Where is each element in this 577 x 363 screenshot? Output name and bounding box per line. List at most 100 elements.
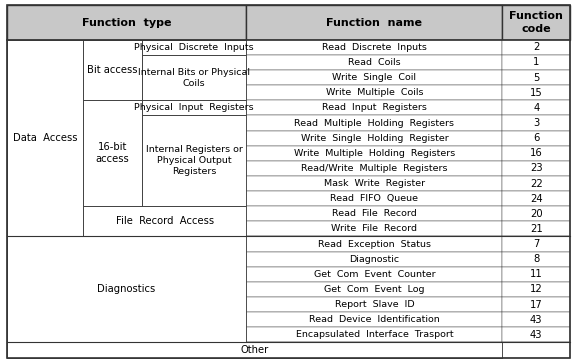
Text: 23: 23 xyxy=(530,163,542,174)
Bar xyxy=(503,70,570,85)
Bar xyxy=(503,100,570,115)
Text: 15: 15 xyxy=(530,88,542,98)
Bar xyxy=(246,297,503,312)
Bar xyxy=(7,5,246,40)
Bar xyxy=(7,40,83,237)
Text: Report  Slave  ID: Report Slave ID xyxy=(335,300,414,309)
Bar xyxy=(83,297,142,312)
Bar xyxy=(142,100,246,115)
Bar xyxy=(142,100,246,115)
Bar xyxy=(83,146,142,161)
Text: Read  Device  Identification: Read Device Identification xyxy=(309,315,440,324)
Bar xyxy=(246,146,503,161)
Bar xyxy=(83,252,142,267)
Bar xyxy=(246,176,503,191)
Bar xyxy=(83,312,142,327)
Text: Diagnostics: Diagnostics xyxy=(98,285,156,294)
Text: 43: 43 xyxy=(530,315,542,325)
Bar xyxy=(246,327,503,342)
Bar xyxy=(503,131,570,146)
Bar xyxy=(246,115,503,131)
Bar xyxy=(246,206,503,221)
Text: Write  Single  Coil: Write Single Coil xyxy=(332,73,417,82)
Bar xyxy=(503,161,570,176)
Text: Get  Com  Event  Log: Get Com Event Log xyxy=(324,285,425,294)
Text: Read  File  Record: Read File Record xyxy=(332,209,417,218)
Text: Encapsulated  Interface  Trasport: Encapsulated Interface Trasport xyxy=(295,330,453,339)
Bar xyxy=(83,206,142,221)
Bar xyxy=(142,267,246,282)
Bar xyxy=(7,282,83,297)
Text: Read  Multiple  Holding  Registers: Read Multiple Holding Registers xyxy=(294,118,454,127)
Text: Write  Single  Holding  Register: Write Single Holding Register xyxy=(301,134,448,143)
Text: 17: 17 xyxy=(530,299,542,310)
Bar xyxy=(142,252,246,267)
Bar xyxy=(83,115,142,131)
Bar xyxy=(246,191,503,206)
Text: Function
code: Function code xyxy=(509,11,563,34)
Text: Write  Multiple  Coils: Write Multiple Coils xyxy=(325,88,423,97)
Bar xyxy=(503,115,570,131)
Bar xyxy=(142,342,246,358)
Bar xyxy=(246,342,503,358)
Text: 12: 12 xyxy=(530,285,542,294)
Bar xyxy=(142,312,246,327)
Text: 16-bit
access: 16-bit access xyxy=(96,142,129,164)
Bar xyxy=(503,176,570,191)
Bar xyxy=(7,312,83,327)
Text: 22: 22 xyxy=(530,179,542,188)
Bar xyxy=(142,85,246,100)
Bar xyxy=(503,282,570,297)
Bar xyxy=(83,176,142,191)
Text: Internal Registers or
Physical Output
Registers: Internal Registers or Physical Output Re… xyxy=(146,145,242,176)
Bar xyxy=(246,55,503,70)
Text: 6: 6 xyxy=(533,133,539,143)
Text: Read  Exception  Status: Read Exception Status xyxy=(318,240,431,249)
Text: 11: 11 xyxy=(530,269,542,279)
Text: Read  FIFO  Queue: Read FIFO Queue xyxy=(331,194,418,203)
Bar xyxy=(503,327,570,342)
Bar xyxy=(246,131,503,146)
Bar xyxy=(83,131,142,146)
Bar xyxy=(7,161,83,176)
Bar xyxy=(83,327,142,342)
Text: File  Record  Access: File Record Access xyxy=(115,216,213,227)
Bar xyxy=(142,191,246,206)
Bar xyxy=(503,55,570,70)
Bar xyxy=(142,206,246,221)
Bar xyxy=(7,252,83,267)
Text: Write  File  Record: Write File Record xyxy=(331,224,417,233)
Bar xyxy=(7,206,83,221)
Bar xyxy=(142,282,246,297)
Bar xyxy=(246,237,503,252)
Bar xyxy=(7,297,83,312)
Text: 21: 21 xyxy=(530,224,542,234)
Bar xyxy=(142,55,246,100)
Bar xyxy=(83,100,142,115)
Bar xyxy=(246,85,503,100)
Bar xyxy=(83,40,142,55)
Bar xyxy=(7,131,83,146)
Text: Physical  Discrete  Inputs: Physical Discrete Inputs xyxy=(134,43,254,52)
Bar xyxy=(142,115,246,206)
Bar xyxy=(142,40,246,55)
Bar xyxy=(503,312,570,327)
Text: 16: 16 xyxy=(530,148,542,158)
Bar xyxy=(7,146,83,161)
Bar xyxy=(142,146,246,161)
Bar xyxy=(142,221,246,237)
Bar xyxy=(503,191,570,206)
Bar xyxy=(246,221,503,237)
Text: Read  Discrete  Inputs: Read Discrete Inputs xyxy=(322,43,427,52)
Bar xyxy=(83,55,142,70)
Bar xyxy=(503,146,570,161)
Text: Diagnostic: Diagnostic xyxy=(349,255,399,264)
Bar xyxy=(246,282,503,297)
Bar xyxy=(142,70,246,85)
Text: 1: 1 xyxy=(533,57,539,68)
Bar xyxy=(7,342,83,358)
Bar xyxy=(83,282,142,297)
Bar xyxy=(83,161,142,176)
Bar xyxy=(83,237,142,252)
Bar xyxy=(503,342,570,358)
